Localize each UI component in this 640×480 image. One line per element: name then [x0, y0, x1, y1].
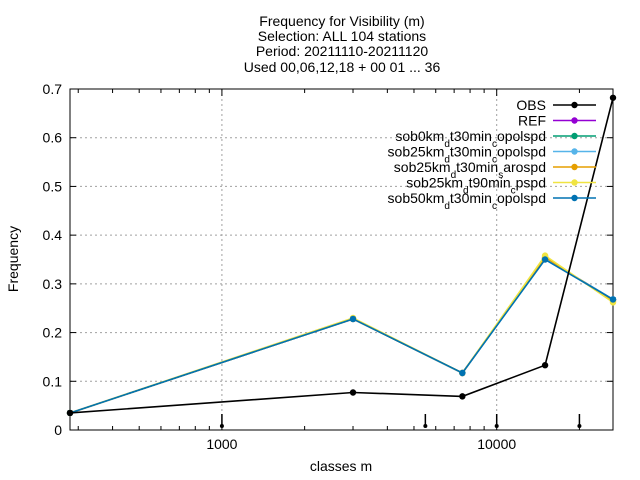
legend-entry: REF [518, 113, 596, 129]
series-obs [66, 94, 617, 417]
series-line [69, 258, 614, 414]
x-tick-label: 10000 [477, 436, 516, 452]
legend-entry: sob0kmdt30mincopolspd [395, 128, 596, 150]
legend-marker [571, 117, 578, 124]
legend-entry: sob50kmdt30mincopolspd [388, 190, 596, 212]
class-marker-dot [423, 424, 428, 428]
series-sob25km-dt90min-cpspd [66, 252, 617, 417]
y-tick-label: 0.4 [43, 227, 63, 243]
legend-label: sob25kmdt90mincpspd [406, 175, 546, 197]
class-marker-dot [494, 424, 499, 428]
legend-entry: OBS [516, 97, 596, 113]
legend-marker [571, 194, 578, 202]
legend-marker [571, 163, 578, 171]
legend-label: sob0kmdt30mincopolspd [395, 128, 546, 150]
axis-ticks: 0 0.1 0.2 0.3 0.4 0.5 0.6 0.7 1000 10000 [43, 81, 613, 452]
y-tick-label: 0 [54, 422, 62, 438]
class-marker-dot [577, 424, 582, 428]
legend: OBSREFsob0kmdt30mincopolspdsob25kmdt30mi… [388, 97, 596, 212]
series-ref [66, 255, 617, 417]
data-point [541, 362, 549, 369]
data-point [66, 409, 74, 417]
legend-marker [571, 101, 578, 109]
series-line [69, 257, 614, 414]
legend-label: OBS [516, 97, 546, 113]
y-tick-label: 0.2 [43, 325, 63, 341]
x-tick-label: 1000 [206, 436, 237, 452]
y-tick-label: 0.5 [43, 178, 63, 194]
title-line-4: Used 00,06,12,18 + 00 01 ... 36 [244, 59, 441, 75]
data-point [541, 256, 549, 263]
legend-label: REF [518, 113, 546, 129]
legend-marker [571, 179, 578, 186]
grid [70, 89, 613, 430]
chart-title: Frequency for Visibility (m) Selection: … [244, 13, 441, 75]
series-sob25km-dt30min-copolspd [66, 255, 617, 417]
series-sob25km-dt30min-sarospd [66, 253, 617, 417]
y-axis-label: Frequency [5, 226, 21, 292]
legend-label: sob25kmdt30mincopolspd [388, 144, 546, 166]
series-line [69, 257, 614, 414]
legend-label: sob50kmdt30mincopolspd [388, 190, 546, 212]
data-point [349, 315, 357, 323]
data-point [459, 369, 466, 377]
series-lines [66, 94, 617, 417]
data-point [609, 296, 617, 303]
title-line-3: Period: 20211110-20211120 [256, 43, 429, 59]
title-line-2: Selection: ALL 104 stations [258, 28, 426, 44]
series-sob50km-dt30min-copolspd [66, 256, 617, 417]
legend-entry: sob25kmdt90mincpspd [406, 175, 596, 197]
legend-marker [571, 132, 578, 140]
data-point [609, 94, 617, 101]
legend-marker [571, 148, 578, 155]
y-tick-label: 0.6 [43, 130, 63, 146]
title-line-1: Frequency for Visibility (m) [259, 13, 424, 29]
class-marker-dot [219, 424, 224, 428]
series-line [69, 257, 614, 414]
x-axis-label: classes m [310, 458, 372, 474]
data-point [459, 393, 466, 400]
y-tick-label: 0.7 [43, 81, 63, 97]
legend-entry: sob25kmdt30mincopolspd [388, 144, 596, 166]
series-sob0km-dt30min-copolspd [66, 255, 617, 417]
plot-frame [69, 88, 614, 431]
y-tick-label: 0.3 [43, 276, 63, 292]
class-markers [219, 414, 582, 428]
series-line [69, 255, 614, 414]
data-point [349, 389, 357, 396]
y-tick-label: 0.1 [43, 373, 63, 389]
legend-entry: sob25kmdt30minsarospd [394, 159, 596, 181]
legend-label: sob25kmdt30minsarospd [394, 159, 546, 181]
